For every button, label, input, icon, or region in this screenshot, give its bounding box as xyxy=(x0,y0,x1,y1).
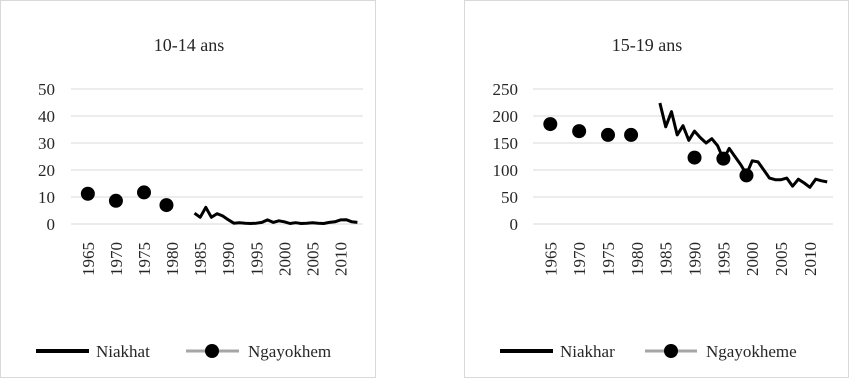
x-tick-label: 1980 xyxy=(163,242,182,276)
data-point xyxy=(739,168,754,183)
data-point xyxy=(137,185,151,200)
x-tick-label: 1975 xyxy=(135,242,154,276)
x-tick-label: 1990 xyxy=(219,242,238,276)
x-tick-label: 2005 xyxy=(772,242,791,276)
legend: Niakhar Ngayokheme xyxy=(500,342,797,361)
x-tick-label: 2010 xyxy=(801,242,820,276)
y-tick-label: 0 xyxy=(47,215,56,234)
series-layer xyxy=(80,185,358,225)
x-tick-label: 1995 xyxy=(714,242,733,276)
y-tick-label: 50 xyxy=(501,188,518,207)
y-tick-label: 30 xyxy=(38,134,55,153)
x-tick-labels: 1965 1970 1975 1980 1985 1990 1995 2000 2005 2010 xyxy=(541,242,820,276)
x-tick-label: 1990 xyxy=(686,242,705,276)
legend-label-marker: Ngayokhem xyxy=(248,342,331,361)
y-tick-label: 150 xyxy=(493,134,519,153)
y-tick-label: 250 xyxy=(493,80,519,99)
x-tick-label: 1985 xyxy=(191,242,210,276)
x-tick-label: 1980 xyxy=(628,242,647,276)
x-tick-label: 2000 xyxy=(743,242,762,276)
legend: Niakhat Ngayokhem xyxy=(36,342,331,361)
x-tick-label: 1985 xyxy=(657,242,676,276)
x-tick-label: 2010 xyxy=(332,242,351,276)
x-tick-label: 1965 xyxy=(541,242,560,276)
legend-label-line: Niakhat xyxy=(96,342,150,361)
x-tick-label: 1995 xyxy=(247,242,266,276)
x-tick-label: 1970 xyxy=(570,242,589,276)
y-tick-label: 100 xyxy=(493,161,519,180)
data-point xyxy=(601,127,615,142)
x-tick-label: 1965 xyxy=(79,242,98,276)
data-point xyxy=(716,151,731,166)
data-point xyxy=(572,124,587,139)
x-tick-label: 1975 xyxy=(599,242,618,276)
chart-panel-left: 10-14 ans 0 10 20 30 40 50 1965 1970 1975 1980 19… xyxy=(0,0,376,378)
chart-panel-right: 15-19 ans 0 50 100 150 200 250 1965 1970 1975 19… xyxy=(464,0,849,378)
y-tick-label: 10 xyxy=(38,188,55,207)
x-tick-labels: 1965 1970 1975 1980 1985 1990 1995 2000 2005 2010 xyxy=(79,242,351,276)
y-tick-label: 0 xyxy=(510,215,519,234)
legend-label-marker: Ngayokheme xyxy=(706,342,797,361)
data-point xyxy=(687,150,702,165)
chart-title: 15-19 ans xyxy=(612,35,683,55)
data-point xyxy=(624,127,639,142)
data-point xyxy=(80,186,95,201)
data-point xyxy=(543,117,558,132)
y-tick-label: 20 xyxy=(38,161,55,180)
legend-marker-swatch xyxy=(205,344,219,358)
y-tick-labels: 0 50 100 150 200 250 xyxy=(493,80,519,234)
x-tick-label: 2000 xyxy=(275,242,294,276)
legend-marker-swatch xyxy=(664,344,678,358)
y-tick-labels: 0 10 20 30 40 50 xyxy=(38,80,55,234)
x-tick-label: 1970 xyxy=(107,242,126,276)
data-point xyxy=(159,198,174,213)
y-tick-label: 40 xyxy=(38,107,55,126)
data-point xyxy=(108,193,123,208)
series-layer xyxy=(543,102,828,189)
chart-title: 10-14 ans xyxy=(154,35,225,55)
y-tick-label: 200 xyxy=(493,107,519,126)
x-tick-label: 2005 xyxy=(303,242,322,276)
legend-label-line: Niakhar xyxy=(560,342,615,361)
grid-lines xyxy=(533,88,833,225)
series-line xyxy=(193,205,358,225)
y-tick-label: 50 xyxy=(38,80,55,99)
